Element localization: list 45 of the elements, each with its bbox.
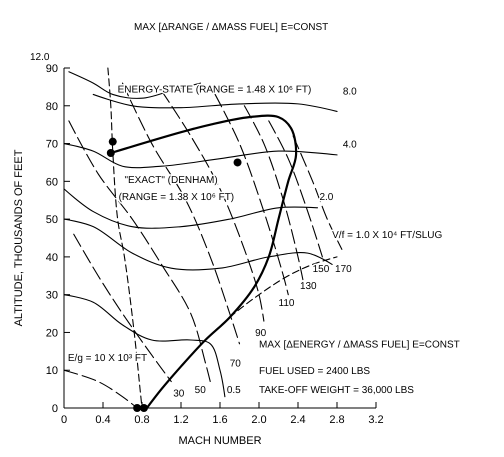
- annotation: TAKE-OFF WEIGHT = 36,000 LBS: [259, 384, 414, 396]
- y-tick-label: 30: [46, 290, 58, 302]
- text: 12.0: [30, 52, 50, 63]
- y-tick-label: 70: [46, 138, 58, 151]
- x-axis-title: MACH NUMBER: [178, 435, 262, 447]
- y-tick-label: 10: [46, 365, 58, 378]
- annotation: 0.5: [226, 384, 242, 396]
- x-tick-label: 0.8: [134, 414, 150, 426]
- annotation: 90: [255, 328, 267, 340]
- text: MAX [ΔRANGE / ΔMASS FUEL] E=CONST: [134, 22, 328, 33]
- y-tick-label: 40: [46, 252, 58, 264]
- annotation: 130: [300, 281, 318, 292]
- x-tick-label: 0.4: [95, 414, 111, 426]
- x-tick-label: 2.4: [290, 414, 306, 426]
- annotation: 4.0: [342, 139, 358, 150]
- y-tick-label: 20: [46, 327, 58, 340]
- annotation: 2.0: [319, 192, 334, 204]
- annotation: 70: [230, 358, 242, 370]
- y-tick-label: 80: [46, 100, 58, 113]
- x-tick-label: 1.6: [212, 414, 228, 426]
- annotation: 50: [194, 384, 206, 396]
- x-tick-label: 2.8: [329, 414, 345, 426]
- annotation: 150: [312, 264, 330, 275]
- annotation: V/f = 1.0 X 10⁴ FT/SLUG: [332, 230, 443, 241]
- annotation: FUEL USED = 2400 LBS: [259, 366, 370, 377]
- annotation: 8.0: [342, 86, 358, 98]
- x-tick-label: 2.0: [251, 414, 267, 426]
- point: [234, 158, 242, 166]
- annotation: MAX [ΔENERGY / ΔMASS FUEL] E=CONST: [259, 340, 460, 351]
- point: [133, 404, 142, 412]
- annotation: 110: [278, 298, 295, 309]
- x-tick-label: 1.2: [173, 414, 189, 426]
- point: [106, 149, 115, 157]
- annotation: E/g = 10 X 10³ FT: [68, 352, 148, 364]
- x-tick-label: 0: [60, 414, 68, 426]
- y-tick-label: 60: [46, 176, 58, 188]
- y-axis-title: ALTITUDE, THOUSANDS OF FEET: [13, 149, 25, 326]
- point: [108, 138, 117, 146]
- x-tick-label: 3.2: [368, 414, 384, 426]
- y-tick-label: 0: [52, 403, 58, 415]
- annotation: 170: [335, 264, 352, 275]
- annotation: 30: [173, 388, 185, 400]
- y-tick-label: 90: [46, 63, 58, 75]
- point: [140, 404, 148, 412]
- y-tick-label: 50: [46, 214, 58, 226]
